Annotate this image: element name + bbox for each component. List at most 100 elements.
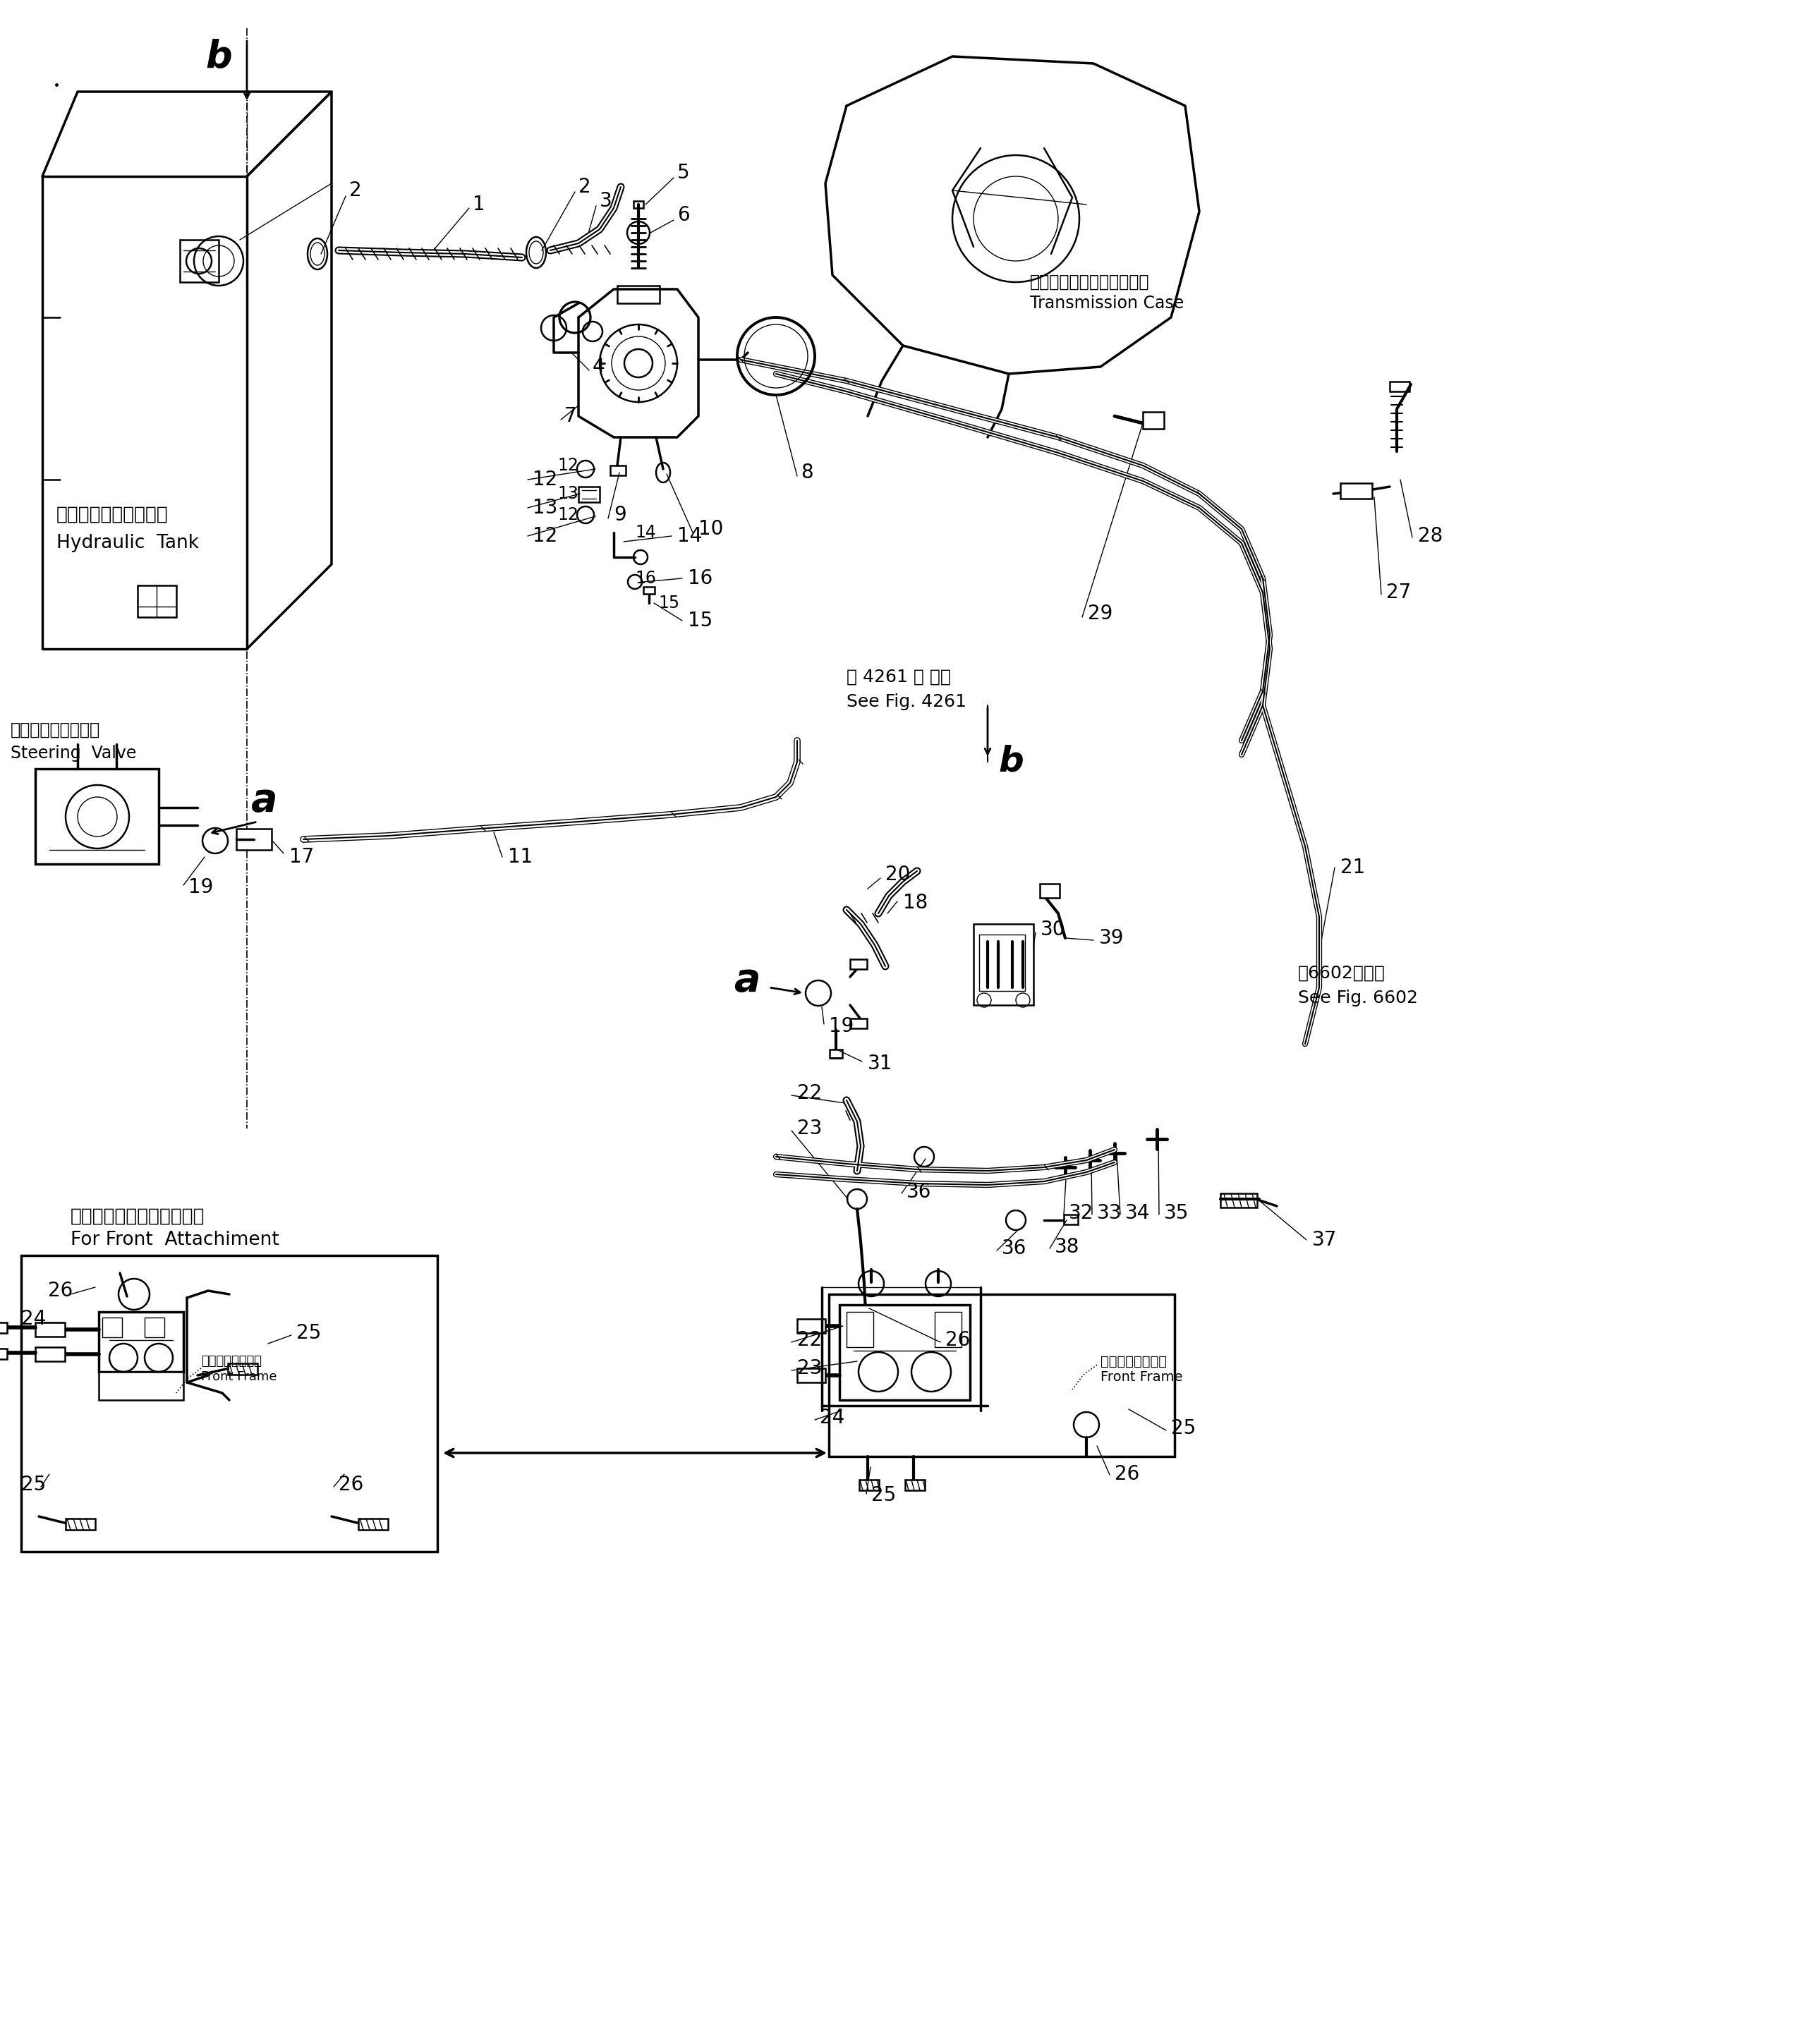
Text: See Fig. 6602: See Fig. 6602	[1298, 989, 1418, 1006]
Bar	[979, 934, 1024, 991]
Text: Hydraulic  Tank: Hydraulic Tank	[56, 533, 199, 552]
Text: 10: 10	[698, 519, 723, 540]
Bar	[1391, 382, 1409, 392]
Text: 11: 11	[508, 846, 533, 867]
Text: 3: 3	[600, 192, 613, 211]
Text: Front Frame: Front Frame	[1100, 1372, 1182, 1384]
Text: 19: 19	[189, 877, 214, 897]
Text: 14: 14	[635, 523, 656, 542]
Text: a: a	[734, 961, 760, 1000]
Bar	[1220, 1194, 1256, 1208]
Bar	[138, 585, 176, 617]
Text: ステアリングバルブ: ステアリングバルブ	[11, 722, 100, 738]
Bar	[616, 286, 660, 303]
Text: 36: 36	[1003, 1239, 1026, 1259]
Bar	[22, 1255, 437, 1551]
Bar	[830, 1049, 843, 1059]
Text: 21: 21	[1340, 858, 1365, 877]
Text: 第6602図参照: 第6602図参照	[1298, 965, 1385, 981]
Text: For Front  Attachiment: For Front Attachiment	[71, 1230, 279, 1249]
Bar	[34, 1322, 65, 1337]
Text: 6: 6	[678, 204, 689, 225]
Text: 34: 34	[1126, 1204, 1149, 1222]
Text: a: a	[250, 781, 277, 820]
Text: 37: 37	[1313, 1230, 1338, 1249]
Text: 4: 4	[593, 358, 606, 376]
Text: 8: 8	[801, 462, 812, 482]
Text: 29: 29	[1088, 603, 1113, 623]
Text: 25: 25	[22, 1476, 45, 1494]
Bar	[850, 1018, 867, 1028]
Bar	[359, 1519, 388, 1529]
Text: 16: 16	[635, 570, 656, 587]
Bar	[611, 466, 625, 476]
Bar	[798, 1318, 825, 1333]
Text: 12: 12	[557, 458, 578, 474]
Bar	[578, 486, 600, 503]
Bar	[0, 1322, 7, 1333]
Bar	[905, 1480, 925, 1490]
Bar	[798, 1367, 825, 1382]
Text: 1: 1	[473, 194, 486, 215]
Bar	[1064, 1214, 1079, 1224]
Text: 13: 13	[557, 484, 578, 503]
Text: 39: 39	[1099, 928, 1124, 948]
Bar	[1142, 413, 1164, 429]
Bar	[34, 769, 160, 865]
Text: 26: 26	[339, 1476, 363, 1494]
Bar	[936, 1312, 961, 1347]
Bar	[98, 1372, 183, 1400]
Text: 12: 12	[557, 507, 578, 523]
Text: 16: 16	[687, 568, 713, 589]
Bar	[228, 1363, 257, 1376]
Text: 31: 31	[868, 1055, 892, 1073]
Bar	[65, 1519, 96, 1529]
Text: 13: 13	[533, 499, 558, 517]
Text: 2: 2	[350, 180, 361, 200]
Text: 36: 36	[907, 1181, 932, 1202]
Text: 2: 2	[578, 178, 591, 196]
Text: 26: 26	[945, 1331, 970, 1349]
Text: 25: 25	[296, 1322, 321, 1343]
Text: Transmission Case: Transmission Case	[1030, 294, 1184, 313]
Text: 7: 7	[564, 407, 577, 425]
Text: 19: 19	[829, 1016, 854, 1036]
Text: 28: 28	[1418, 525, 1443, 546]
Text: 15: 15	[687, 611, 713, 630]
Bar	[98, 1312, 183, 1372]
Text: 26: 26	[1115, 1464, 1140, 1484]
Text: Steering  Valve: Steering Valve	[11, 744, 136, 762]
Bar	[850, 959, 867, 969]
Bar	[102, 1318, 121, 1337]
Text: See Fig. 4261: See Fig. 4261	[847, 693, 966, 709]
Bar	[145, 1318, 165, 1337]
Text: Front Frame: Front Frame	[201, 1369, 277, 1384]
Text: フロントフレーム: フロントフレーム	[201, 1355, 261, 1367]
Text: 12: 12	[533, 525, 557, 546]
Text: フロントアタッチメント用: フロントアタッチメント用	[71, 1208, 205, 1226]
Bar	[829, 1294, 1175, 1457]
Text: 20: 20	[885, 865, 910, 885]
Text: b: b	[205, 39, 232, 76]
Text: b: b	[999, 744, 1023, 779]
Text: 17: 17	[290, 846, 314, 867]
Bar	[1041, 883, 1059, 897]
Bar	[644, 587, 654, 595]
Text: 23: 23	[798, 1118, 821, 1139]
Text: 26: 26	[47, 1282, 73, 1300]
Text: 25: 25	[1171, 1419, 1197, 1439]
Text: 第 4261 図 参照: 第 4261 図 参照	[847, 668, 950, 685]
Bar	[839, 1304, 970, 1400]
Bar	[847, 1312, 874, 1347]
Bar	[0, 1349, 7, 1359]
Bar	[1340, 482, 1372, 499]
Text: トランスミッションケース: トランスミッションケース	[1030, 274, 1149, 290]
Text: ハイトロリックタンク: ハイトロリックタンク	[56, 505, 169, 523]
Text: 33: 33	[1097, 1204, 1122, 1222]
Bar	[859, 1480, 879, 1490]
Bar	[974, 924, 1033, 1006]
Text: 32: 32	[1068, 1204, 1093, 1222]
Text: 35: 35	[1164, 1204, 1189, 1222]
Bar	[633, 200, 644, 208]
Text: 22: 22	[798, 1083, 821, 1104]
